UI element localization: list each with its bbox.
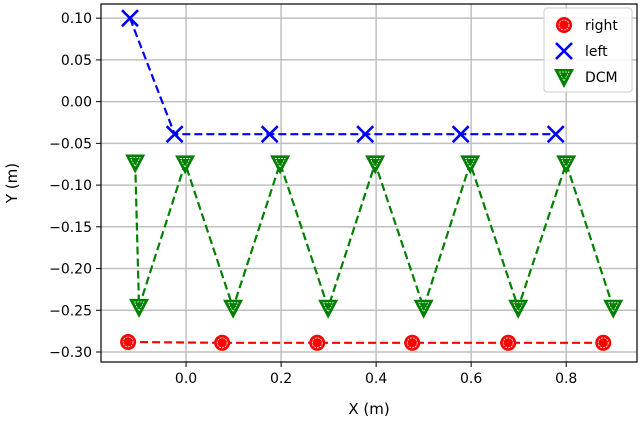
triangle-marker-fill: [508, 299, 529, 319]
y-tick-label: −0.20: [49, 262, 92, 278]
triangle-marker-fill: [460, 155, 481, 175]
data-point-right: [500, 334, 517, 351]
series-line-left: [128, 17, 556, 136]
y-tick-label: −0.15: [49, 220, 92, 236]
circle-marker-ring: [502, 337, 514, 349]
x-tick-label: 0.4: [365, 371, 387, 387]
x-axis-label: X (m): [348, 400, 389, 418]
grid: [101, 4, 637, 362]
x-tick-label: 0.8: [555, 371, 577, 387]
triangle-marker-fill: [318, 299, 339, 319]
legend-label-right: right: [585, 18, 618, 34]
data-point-right: [404, 334, 421, 351]
y-tick-label: −0.30: [49, 345, 92, 361]
triangle-marker-fill: [223, 299, 244, 319]
triangle-marker-inner: [558, 71, 570, 82]
triangle-marker-inner: [227, 302, 239, 313]
circle-marker-fill: [214, 334, 231, 351]
triangle-marker-fill: [554, 69, 574, 88]
y-tick-label: −0.25: [49, 303, 92, 319]
data-point-right: [309, 334, 326, 351]
circle-marker-fill: [309, 334, 326, 351]
triangle-marker-inner: [369, 158, 381, 169]
circle-marker-fill: [595, 334, 612, 351]
circle-marker-ring: [216, 337, 228, 349]
triangle-marker-fill: [175, 155, 196, 175]
triangle-marker-inner: [129, 157, 141, 168]
data-point-dcm: [175, 155, 196, 175]
circle-marker-fill: [556, 17, 572, 33]
series-layer: [120, 9, 624, 351]
y-tick-label: 0.05: [61, 53, 92, 69]
data-point-dcm: [270, 155, 291, 175]
data-point-right: [595, 334, 612, 351]
circle-marker-ring: [122, 336, 134, 348]
plot-frame: [100, 3, 638, 363]
x-tick-label: 0.0: [175, 371, 197, 387]
data-point-dcm: [603, 299, 624, 319]
circle-marker-fill: [500, 334, 517, 351]
data-point-right: [120, 333, 137, 350]
x-tick-label: 0.6: [460, 371, 482, 387]
y-tick-label: −0.05: [49, 136, 92, 152]
legend-marker-left: [555, 42, 573, 60]
data-point-dcm: [223, 299, 244, 319]
legend-marker-right: [556, 17, 572, 33]
triangle-marker-inner: [560, 158, 572, 169]
data-point-dcm: [556, 155, 577, 175]
triangle-marker-inner: [274, 158, 286, 169]
circle-marker-ring: [311, 337, 323, 349]
series-line-right: [128, 340, 604, 344]
series-line-dcm: [134, 159, 615, 312]
x-tick-label: 0.2: [270, 371, 292, 387]
triangle-marker-inner: [322, 302, 334, 313]
triangle-marker-fill: [129, 298, 150, 318]
triangle-marker-inner: [512, 302, 524, 313]
data-point-right: [214, 334, 231, 351]
triangle-marker-inner: [607, 302, 619, 313]
circle-marker-fill: [404, 334, 421, 351]
data-point-left: [121, 9, 139, 28]
data-point-left: [165, 125, 184, 144]
y-tick-label: −0.10: [49, 178, 92, 194]
triangle-marker-inner: [133, 301, 145, 312]
data-point-dcm: [129, 298, 150, 318]
data-point-left: [451, 125, 470, 144]
triangle-marker-fill: [556, 155, 577, 175]
legend-marker-dcm: [554, 69, 574, 88]
data-point-left: [356, 125, 375, 144]
data-point-dcm: [318, 299, 339, 319]
triangle-marker-inner: [464, 158, 476, 169]
triangle-marker-fill: [270, 155, 291, 175]
triangle-marker-fill: [603, 299, 624, 319]
circle-marker-ring: [406, 337, 418, 349]
data-point-dcm: [508, 299, 529, 319]
circle-marker-ring: [558, 19, 570, 31]
ticks: 0.0 0.2 0.4 0.6 0.8 0.10 0.05 0.00 −0.05 −0.10 −0.…: [49, 11, 577, 387]
y-tick-label: 0.10: [61, 11, 92, 27]
circle-marker-ring: [597, 337, 609, 349]
legend: right left DCM: [543, 7, 633, 93]
triangle-marker-inner: [179, 158, 191, 169]
y-axis-label: Y (m): [3, 163, 21, 204]
triangle-marker-fill: [125, 154, 146, 174]
triangle-marker-fill: [413, 299, 434, 319]
data-point-dcm: [460, 155, 481, 175]
circle-marker-fill: [120, 333, 137, 350]
y-tick-label: 0.00: [61, 95, 92, 111]
data-point-dcm: [125, 154, 146, 174]
triangle-marker-fill: [365, 155, 386, 175]
data-point-left: [260, 125, 279, 144]
legend-label-dcm: DCM: [585, 70, 618, 86]
triangle-marker-inner: [418, 302, 430, 313]
legend-label-left: left: [585, 44, 608, 60]
data-point-left: [546, 125, 565, 144]
data-point-dcm: [365, 155, 386, 175]
data-point-dcm: [413, 299, 434, 319]
